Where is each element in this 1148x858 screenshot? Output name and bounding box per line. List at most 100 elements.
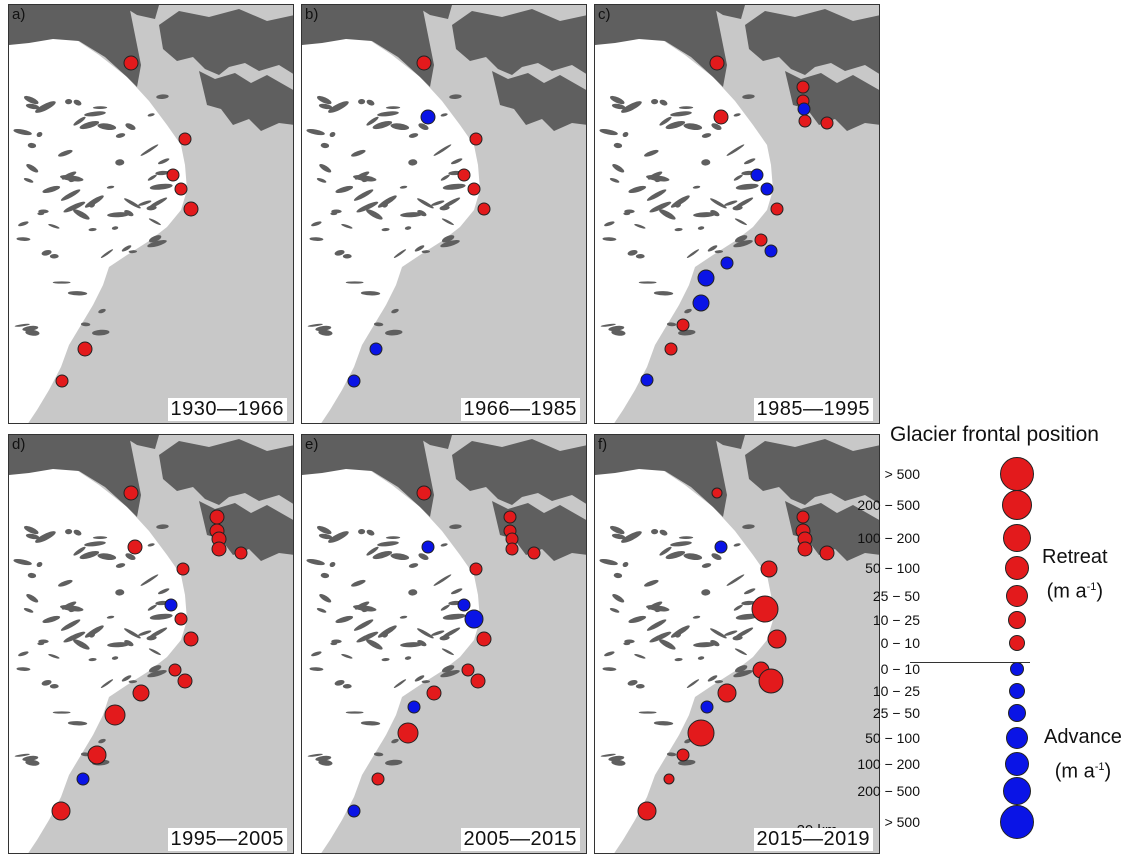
nunatak — [351, 149, 366, 157]
nunatak — [678, 536, 694, 539]
legend-title: Glacier frontal position — [890, 423, 1099, 446]
retreat-marker — [751, 595, 779, 623]
nunatak — [60, 619, 81, 631]
legend-row-advance: 100 − 200 — [857, 749, 1040, 779]
nunatak — [65, 98, 73, 105]
nunatak — [733, 543, 741, 547]
retreat-marker — [820, 116, 834, 130]
panel-label: c) — [598, 6, 611, 23]
nunatak — [734, 665, 748, 673]
ice-sheet — [302, 29, 480, 423]
nunatak — [311, 221, 322, 227]
retreat-label: Retreat — [1042, 546, 1108, 568]
nunatak — [128, 680, 138, 684]
panel-label: d) — [12, 436, 26, 453]
nunatak — [88, 228, 97, 232]
nunatak — [734, 627, 754, 639]
nunatak — [735, 183, 759, 190]
nunatak — [35, 101, 56, 113]
nunatak — [391, 738, 399, 744]
map-panel-c: c) 1985—1995 — [594, 4, 880, 424]
nunatak — [36, 561, 43, 568]
nunatak — [92, 536, 108, 539]
nunatak — [148, 627, 168, 639]
map-panel-d: d) 1995—2005 — [8, 434, 294, 854]
nunatak — [431, 200, 445, 206]
retreat-marker — [426, 685, 442, 701]
nunatak — [649, 201, 672, 213]
nunatak — [52, 711, 71, 714]
rock-outcrop — [414, 435, 452, 449]
advance-unit: (m a-1) — [1054, 760, 1112, 783]
nunatak — [124, 198, 141, 209]
nunatak — [638, 711, 657, 714]
nunatak — [115, 563, 126, 568]
nunatak — [686, 249, 700, 258]
nunatak — [80, 322, 91, 327]
nunatak — [155, 170, 170, 176]
nunatak — [440, 113, 448, 117]
legend-class-label: 50 − 100 — [865, 730, 920, 746]
nunatak — [25, 103, 40, 110]
nunatak — [711, 123, 722, 130]
nunatak — [307, 753, 323, 757]
retreat-unit: (m a-1) — [1046, 580, 1104, 603]
nunatak — [306, 128, 325, 136]
nunatak — [73, 209, 90, 220]
nunatak — [22, 325, 39, 332]
nunatak — [666, 752, 677, 757]
nunatak — [67, 291, 88, 296]
retreat-marker — [51, 801, 71, 821]
nunatak — [73, 529, 82, 536]
retreat-marker — [209, 509, 225, 525]
rock-outcrop — [302, 5, 434, 87]
nunatak — [373, 752, 384, 757]
map-panel-f: f) 2015—2019 — [594, 434, 880, 854]
nunatak — [14, 753, 30, 757]
advance-marker — [369, 342, 383, 356]
nunatak — [73, 546, 86, 556]
nunatak — [659, 639, 676, 650]
nunatak — [140, 144, 159, 156]
nunatak — [115, 589, 125, 596]
rock-outcrop — [9, 435, 141, 517]
nunatak — [79, 120, 100, 130]
retreat-marker — [767, 629, 787, 649]
advance-marker — [764, 244, 778, 258]
nunatak — [684, 308, 692, 314]
nunatak — [121, 675, 132, 682]
nunatak — [417, 639, 427, 647]
nunatak — [393, 679, 407, 688]
nunatak — [734, 218, 747, 226]
nunatak — [651, 528, 659, 535]
nunatak — [13, 558, 32, 566]
advance-marker — [760, 182, 774, 196]
nunatak — [366, 639, 383, 650]
nunatak — [610, 95, 625, 105]
nunatak — [734, 648, 747, 656]
nunatak — [16, 237, 31, 241]
nunatak — [638, 281, 657, 284]
legend-class-label: 25 − 50 — [872, 588, 920, 604]
ice-sheet — [595, 29, 773, 423]
panel-label: b) — [305, 6, 319, 23]
nunatak — [41, 249, 52, 256]
period-label: 2005—2015 — [460, 828, 580, 851]
nunatak — [366, 116, 379, 126]
retreat-marker — [211, 541, 227, 557]
nunatak — [414, 245, 425, 252]
legend-row-retreat: 50 − 100 — [865, 553, 1040, 583]
nunatak — [311, 651, 322, 657]
retreat-marker — [505, 542, 519, 556]
nunatak — [111, 226, 119, 230]
rock-outcrop — [707, 435, 745, 449]
nunatak — [675, 202, 681, 208]
advance-marker — [347, 374, 361, 388]
legend-row-advance: 25 − 50 — [873, 698, 1040, 728]
nunatak — [319, 594, 332, 603]
retreat-marker — [796, 80, 810, 94]
nunatak — [697, 226, 705, 230]
nunatak — [659, 529, 668, 536]
retreat-legend-label: Retreat (m a-1) — [1042, 542, 1108, 607]
nunatak — [421, 680, 431, 684]
